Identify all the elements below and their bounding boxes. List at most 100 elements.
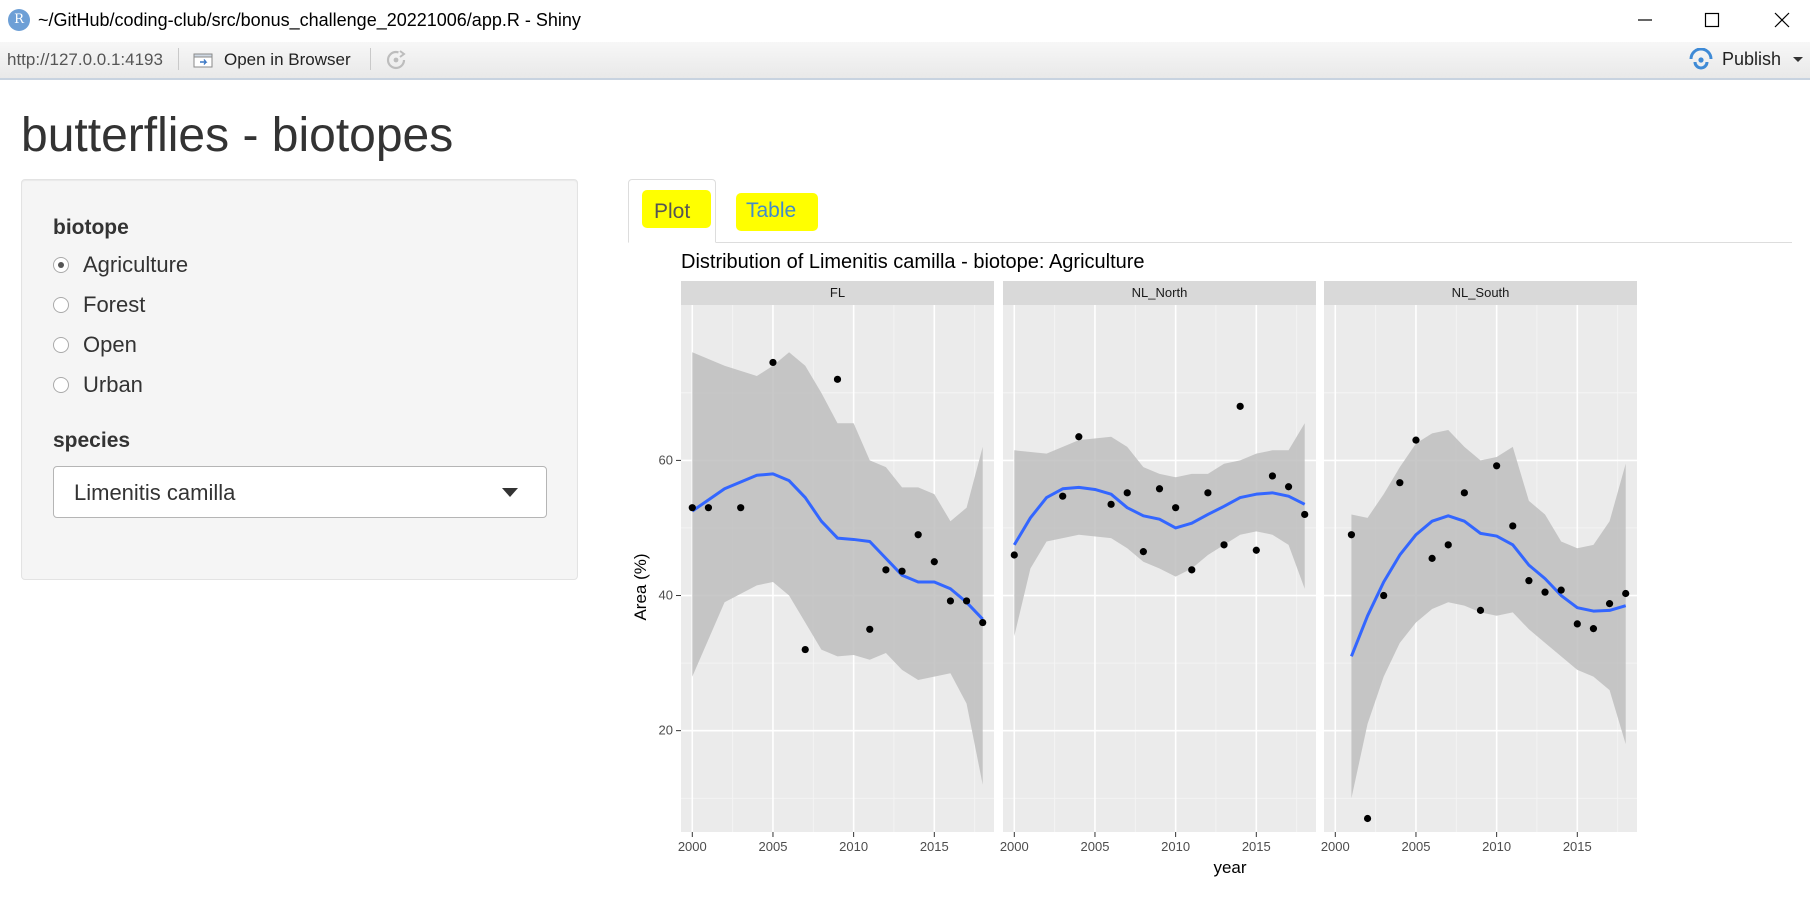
data-point xyxy=(801,645,809,654)
x-tick-label: 2010 xyxy=(839,839,868,854)
data-point xyxy=(1493,462,1501,470)
x-tick-label: 2015 xyxy=(1242,839,1271,854)
radio-label: Forest xyxy=(83,292,146,317)
data-point xyxy=(1622,589,1630,598)
radio-forest[interactable]: Forest xyxy=(53,292,145,318)
facet-strip-label: FL xyxy=(830,285,845,300)
plot-title: Distribution of Limenitis camilla - biot… xyxy=(681,251,1145,273)
open-in-browser-button[interactable]: Open in Browser xyxy=(192,48,351,72)
data-point xyxy=(930,558,938,566)
data-point xyxy=(866,625,874,633)
x-tick-label: 2015 xyxy=(1563,839,1592,854)
facet-strip xyxy=(1324,281,1637,305)
url-display[interactable]: http://127.0.0.1:4193 xyxy=(7,50,163,69)
facet-panel: NL_South 2000 2005 2010 2015 xyxy=(1321,281,1637,854)
confidence-ribbon xyxy=(1351,429,1626,799)
data-point xyxy=(1347,531,1356,539)
y-axis-label: Area (%) xyxy=(631,553,650,620)
radio-button[interactable] xyxy=(53,377,69,393)
close-icon[interactable] xyxy=(1754,4,1810,36)
data-point xyxy=(946,597,955,605)
x-tick-label: 2005 xyxy=(759,839,788,854)
radio-agriculture[interactable]: Agriculture xyxy=(53,252,188,278)
data-point xyxy=(1123,489,1131,497)
highlight-marker xyxy=(736,193,818,231)
data-point xyxy=(704,504,713,512)
maximize-icon[interactable] xyxy=(1684,4,1740,36)
confidence-ribbon xyxy=(692,352,983,785)
x-tick-label: 2005 xyxy=(1081,839,1110,854)
data-point xyxy=(1557,586,1565,594)
radio-urban[interactable]: Urban xyxy=(53,372,143,398)
minimize-icon[interactable] xyxy=(1617,4,1673,36)
data-point xyxy=(1444,541,1452,549)
x-tick-label: 2005 xyxy=(1402,839,1431,854)
species-select[interactable]: Limenitis camilla xyxy=(53,466,547,518)
x-tick-label: 2010 xyxy=(1482,839,1511,854)
data-point xyxy=(882,566,890,574)
facet-panel: NL_North 2000 2005 2010 2015 xyxy=(1000,281,1316,854)
data-point xyxy=(1172,504,1180,512)
tab-table[interactable]: Table xyxy=(736,179,822,243)
chevron-down-icon[interactable] xyxy=(1792,56,1804,64)
facet-panel: FL 2000 2005 2010 2015 xyxy=(678,281,994,854)
facet-strip-label: NL_North xyxy=(1132,285,1188,300)
data-point xyxy=(1268,472,1277,480)
radio-button-checked[interactable] xyxy=(53,257,69,273)
x-tick-label: 2010 xyxy=(1161,839,1190,854)
data-point xyxy=(769,358,777,367)
biotope-label: biotope xyxy=(53,216,129,239)
x-tick-label: 2000 xyxy=(678,839,707,854)
refresh-icon[interactable] xyxy=(383,48,409,77)
window-title-bar: R ~/GitHub/coding-club/src/bonus_challen… xyxy=(0,0,1810,40)
data-point xyxy=(1476,606,1485,614)
toolbar-divider xyxy=(370,48,371,70)
data-point xyxy=(1301,510,1309,519)
data-point xyxy=(1573,620,1581,628)
tab-plot-label: Plot xyxy=(654,200,691,223)
facet-strip-label: NL_South xyxy=(1452,285,1510,300)
radio-button[interactable] xyxy=(53,297,69,313)
data-point xyxy=(1075,433,1083,441)
y-tick-label: 40 xyxy=(659,588,673,603)
y-tick-label: 60 xyxy=(659,452,673,467)
data-point xyxy=(1220,541,1228,549)
data-point xyxy=(737,504,745,512)
data-point xyxy=(1107,500,1115,508)
distribution-plot: Distribution of Limenitis camilla - biot… xyxy=(631,251,1637,877)
radio-label: Open xyxy=(83,332,137,357)
data-point xyxy=(1139,548,1147,556)
confidence-ribbon xyxy=(1014,423,1305,637)
smooth-line xyxy=(1013,485,1306,546)
data-point xyxy=(1525,577,1533,585)
highlight-marker xyxy=(642,190,711,228)
x-tick-label: 2000 xyxy=(1321,839,1350,854)
publish-button[interactable]: Publish xyxy=(1688,48,1781,70)
radio-open[interactable]: Open xyxy=(53,332,137,358)
species-label: species xyxy=(53,429,131,452)
radio-label: Urban xyxy=(83,372,143,397)
data-point xyxy=(1155,485,1164,493)
x-tick-label: 2015 xyxy=(920,839,949,854)
caret-down-icon[interactable] xyxy=(502,488,518,497)
facet-strip xyxy=(681,281,994,305)
smooth-line xyxy=(1350,514,1627,657)
toolbar-divider xyxy=(178,48,179,70)
data-point xyxy=(898,567,906,575)
data-point xyxy=(1509,522,1517,530)
data-point xyxy=(1412,436,1420,444)
data-point xyxy=(1010,551,1018,559)
data-point xyxy=(1428,554,1436,562)
data-point xyxy=(1363,814,1372,823)
publish-icon xyxy=(1689,48,1713,70)
data-point xyxy=(1541,588,1549,596)
y-tick-label: 20 xyxy=(659,723,673,738)
radio-button[interactable] xyxy=(53,337,69,353)
tab-plot[interactable]: Plot xyxy=(628,179,716,243)
data-point xyxy=(1589,625,1598,633)
tab-table-label: Table xyxy=(746,199,797,222)
data-point xyxy=(1188,566,1196,574)
data-point xyxy=(833,375,842,383)
data-point xyxy=(914,531,922,539)
viewer-toolbar: http://127.0.0.1:4193 Open in Browser Pu… xyxy=(0,42,1810,80)
